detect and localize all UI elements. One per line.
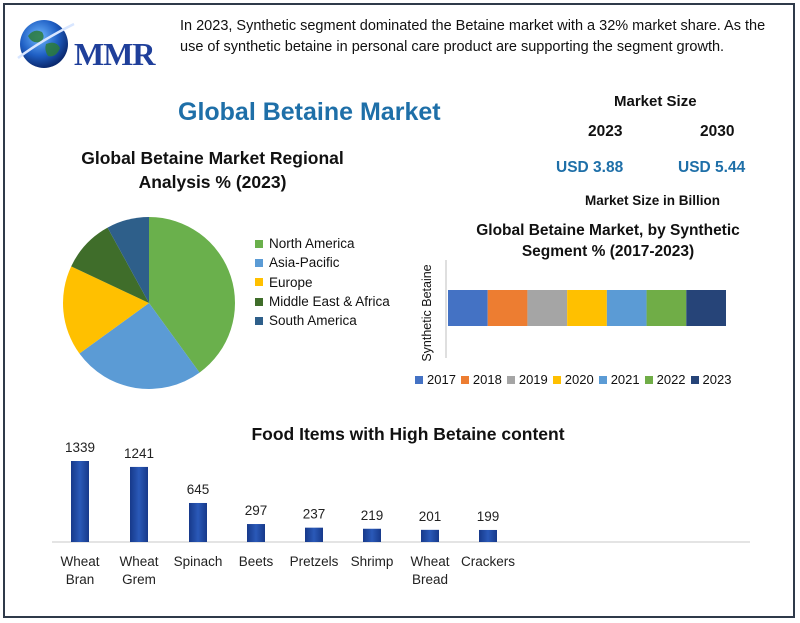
legend-swatch xyxy=(690,375,699,384)
legend-label: 2018 xyxy=(472,372,502,387)
legend-item-asia-pacific: Asia-Pacific xyxy=(255,253,390,272)
legend-swatch xyxy=(255,258,263,267)
food-bar-wheat-grem xyxy=(130,466,148,542)
synthetic-stacked-bar-chart xyxy=(445,260,726,358)
legend-swatch xyxy=(460,375,469,384)
food-category-label: Beets xyxy=(239,554,274,569)
legend-swatch xyxy=(255,297,263,306)
food-bar-crackers xyxy=(479,529,497,542)
stack-segment-2023 xyxy=(686,290,726,326)
food-bar-value-label: 237 xyxy=(303,507,326,522)
year-start: 2023 xyxy=(588,123,623,140)
brand-logo: MMR xyxy=(12,14,162,74)
food-bar-shrimp xyxy=(363,528,381,542)
food-bar-value-label: 645 xyxy=(187,482,210,497)
food-category-label: Spinach xyxy=(174,554,223,569)
food-bar-value-label: 1339 xyxy=(65,440,95,455)
market-size-title: Market Size xyxy=(614,93,697,110)
legend-swatch xyxy=(255,239,263,248)
legend-swatch xyxy=(415,375,423,384)
food-category-label: Pretzels xyxy=(290,554,339,569)
pie-legend: North America Asia-Pacific Europe Middle Ea… xyxy=(255,234,390,330)
food-bar-spinach xyxy=(189,502,207,542)
legend-label: 2017 xyxy=(427,372,456,387)
legend-item-2017: 2017 xyxy=(415,372,456,387)
legend-label: 2020 xyxy=(564,372,594,387)
synthetic-chart-title: Global Betaine Market, by Synthetic Segm… xyxy=(476,222,740,260)
legend-label: 2023 xyxy=(702,372,732,387)
legend-item-2018: 2018 xyxy=(460,372,502,387)
legend-label: Asia-Pacific xyxy=(269,255,340,271)
value-end: USD 5.44 xyxy=(678,159,746,176)
stack-segment-2021 xyxy=(606,290,647,326)
synthetic-legend: 2017 2018 2019 2020 2021 2022 2023 xyxy=(415,372,736,387)
food-bar-value-label: 219 xyxy=(361,508,384,523)
legend-swatch xyxy=(255,316,263,325)
legend-item-2022: 2022 xyxy=(644,372,686,387)
legend-item-south-america: South America xyxy=(255,311,390,330)
food-bar-value-label: 1241 xyxy=(124,446,154,461)
legend-swatch xyxy=(552,375,561,384)
stack-segment-2022 xyxy=(646,290,687,326)
legend-item-2021: 2021 xyxy=(598,372,640,387)
legend-item-2023: 2023 xyxy=(690,372,732,387)
pie-slice-asia-pacific xyxy=(79,303,200,389)
food-bar-beets xyxy=(247,524,265,542)
legend-label: 2022 xyxy=(656,372,686,387)
legend-item-north-america: North America xyxy=(255,234,390,253)
legend-label: North America xyxy=(269,236,355,252)
food-category-label: Wheat Bread xyxy=(410,554,449,587)
food-bar-value-label: 201 xyxy=(419,509,442,524)
legend-item-middle-east-africa: Middle East & Africa xyxy=(255,292,390,311)
pie-slice-middle-east-africa xyxy=(71,227,149,303)
stack-segment-2019 xyxy=(527,290,568,326)
legend-swatch xyxy=(644,375,653,384)
stack-segment-2017 xyxy=(448,290,488,326)
legend-swatch xyxy=(255,278,263,287)
food-category-label: Wheat Bran xyxy=(60,554,99,587)
food-chart-title: Food Items with High Betaine content xyxy=(251,424,565,444)
food-category-label: Wheat Grem xyxy=(119,554,158,587)
legend-label: Europe xyxy=(269,274,313,290)
food-bar-wheat-bread xyxy=(421,529,439,542)
globe-icon xyxy=(17,20,75,68)
legend-swatch xyxy=(506,375,515,384)
pie-slice-europe xyxy=(63,266,149,354)
intro-text: In 2023, Synthetic segment dominated the… xyxy=(180,18,766,55)
food-bar-value-label: 199 xyxy=(477,509,500,524)
legend-item-2019: 2019 xyxy=(506,372,548,387)
main-title: Global Betaine Market xyxy=(178,98,441,126)
market-size-unit: Market Size in Billion xyxy=(585,193,721,208)
legend-swatch xyxy=(598,375,607,384)
regional-pie-chart xyxy=(63,217,235,389)
logo-text: MMR xyxy=(74,36,156,72)
legend-label: 2021 xyxy=(610,372,640,387)
legend-label: South America xyxy=(269,313,357,329)
food-bar-value-label: 297 xyxy=(245,503,268,518)
food-bar-wheat-bran xyxy=(71,461,89,542)
legend-item-2020: 2020 xyxy=(552,372,594,387)
pie-slice-north-america xyxy=(149,217,235,373)
food-category-label: Crackers xyxy=(461,554,515,569)
year-end: 2030 xyxy=(700,123,735,140)
value-start: USD 3.88 xyxy=(556,159,624,176)
legend-label: Middle East & Africa xyxy=(269,294,390,310)
food-category-label: Shrimp xyxy=(351,554,394,569)
stack-segment-2018 xyxy=(487,290,528,326)
pie-slice-south-america xyxy=(107,217,149,303)
food-bar-pretzels xyxy=(305,527,323,542)
pie-chart-title: Global Betaine Market Regional Analysis … xyxy=(81,148,344,192)
legend-item-europe: Europe xyxy=(255,273,390,292)
legend-label: 2019 xyxy=(518,372,548,387)
stack-segment-2020 xyxy=(567,290,607,326)
